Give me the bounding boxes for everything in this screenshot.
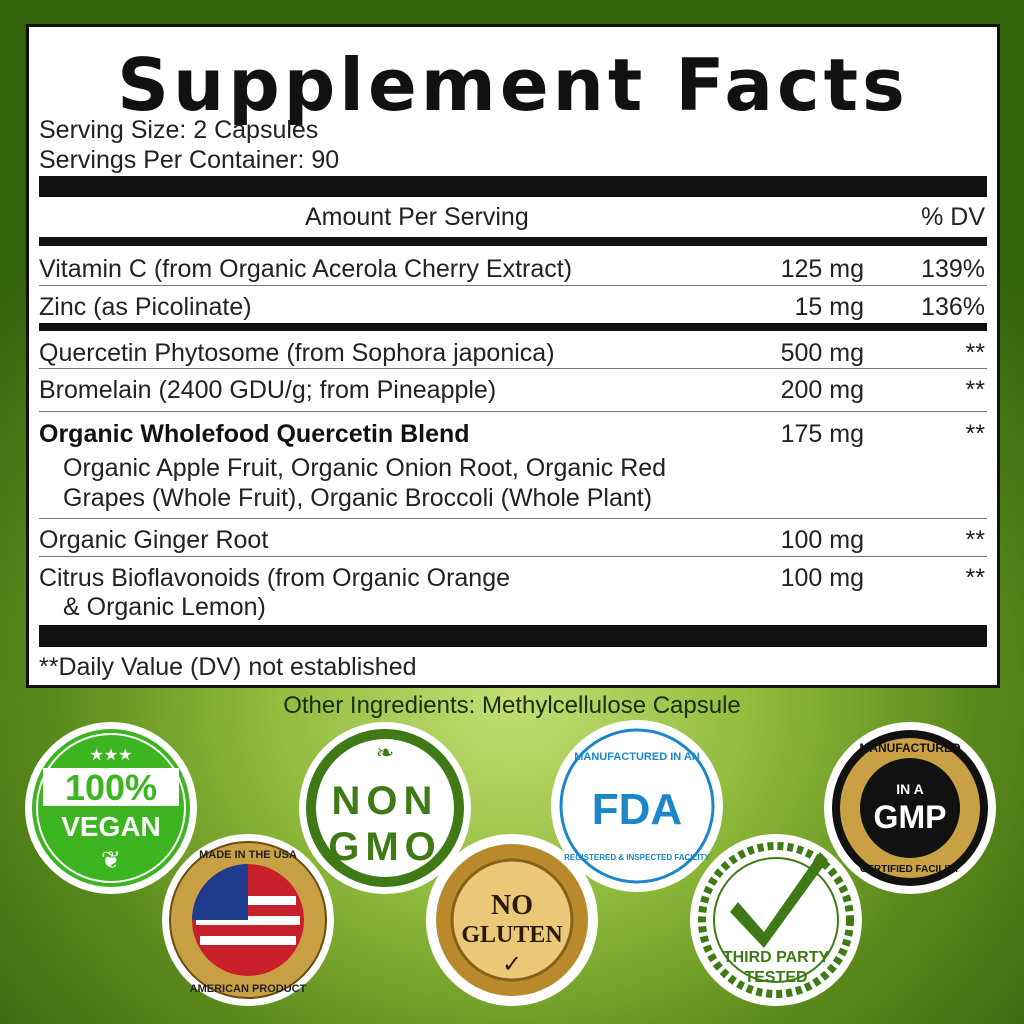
badge-text: REGISTERED & INSPECTED FACILITY [564,853,710,862]
badge-text: THIRD PARTY [723,949,830,966]
gmp-badge: MANUFACTURED IN A GMP CERTIFIED FACILITY [824,722,996,894]
divider [39,176,987,197]
fda-badge: MANUFACTURED IN AN FDA REGISTERED & INSP… [551,720,723,892]
divider [39,411,987,412]
badge-text: FDA [592,785,682,834]
row-dv: 136% [921,293,985,321]
badge-text: TESTED [744,969,807,986]
checkmark-icon: ✓ [502,951,522,978]
stars-icon: ★★★ [89,747,132,764]
divider [39,323,987,331]
row-name: Organic Wholefood Quercetin Blend [39,420,470,448]
footnote: **Daily Value (DV) not established [39,653,417,681]
row-amount: 15 mg [794,293,864,321]
leaf-icon: ❧ [376,740,394,765]
row-name: Bromelain (2400 GDU/g; from Pineapple) [39,376,497,404]
row-amount: 100 mg [780,564,864,592]
dv-header: % DV [921,203,985,231]
row-dv: ** [965,420,985,448]
flag-icon [192,864,248,920]
row-dv: ** [965,376,985,404]
badge-text: GLUTEN [461,922,563,948]
divider [39,518,987,519]
row-name-cont: & Organic Lemon) [63,593,266,621]
badge-text: GMP [874,799,947,835]
vegan-badge: ★★★ 100% VEGAN ❦ [25,722,197,894]
blend-ingredients: Grapes (Whole Fruit), Organic Broccoli (… [63,484,653,512]
blend-ingredients: Organic Apple Fruit, Organic Onion Root,… [63,454,667,482]
divider [39,625,987,647]
badge-text: NO [491,890,533,921]
amount-per-serving-header: Amount Per Serving [305,203,529,231]
other-ingredients: Other Ingredients: Methylcellulose Capsu… [283,692,741,719]
row-dv: ** [965,339,985,367]
leaf-icon: ❦ [101,847,121,874]
badge-text: MANUFACTURED [859,741,961,755]
badge-text: VEGAN [61,811,161,842]
badge-text: NON [332,779,439,823]
non-gmo-badge: ❧ NON GMO [299,722,471,894]
row-amount: 100 mg [780,526,864,554]
row-amount: 200 mg [780,376,864,404]
serving-size: Serving Size: 2 Capsules [39,116,319,144]
badge-text: MANUFACTURED IN AN [574,751,700,763]
badge-text: AMERICAN PRODUCT [190,983,307,995]
badge-text: GMO [328,825,442,869]
divider [39,237,987,246]
row-name: Zinc (as Picolinate) [39,293,252,321]
divider [39,556,987,557]
badge-text: CERTIFIED FACILITY [860,864,960,875]
no-gluten-badge: NO GLUTEN ✓ [426,834,598,1006]
row-name: Vitamin C (from Organic Acerola Cherry E… [39,255,573,283]
divider [39,368,987,369]
row-name: Quercetin Phytosome (from Sophora japoni… [39,339,555,367]
badge-text: IN A [896,781,923,797]
row-amount: 125 mg [780,255,864,283]
third-party-tested-badge: THIRD PARTY TESTED [690,834,862,1006]
badge-text: 100% [65,767,157,808]
row-amount: 175 mg [780,420,864,448]
made-in-usa-badge: MADE IN THE USA AMERICAN PRODUCT [162,834,334,1006]
row-dv: ** [965,526,985,554]
divider [39,285,987,286]
servings-per-container: Servings Per Container: 90 [39,146,340,174]
row-name: Citrus Bioflavonoids (from Organic Orang… [39,564,511,592]
checkmark-icon [730,852,828,948]
panel-title: Supplement Facts [117,43,909,127]
row-dv: 139% [921,255,985,283]
supplement-facts-panel: Supplement Facts Serving Size: 2 Capsule… [26,24,1000,688]
row-amount: 500 mg [780,339,864,367]
row-name: Organic Ginger Root [39,526,269,554]
badge-text: MADE IN THE USA [199,849,297,861]
row-dv: ** [965,564,985,592]
